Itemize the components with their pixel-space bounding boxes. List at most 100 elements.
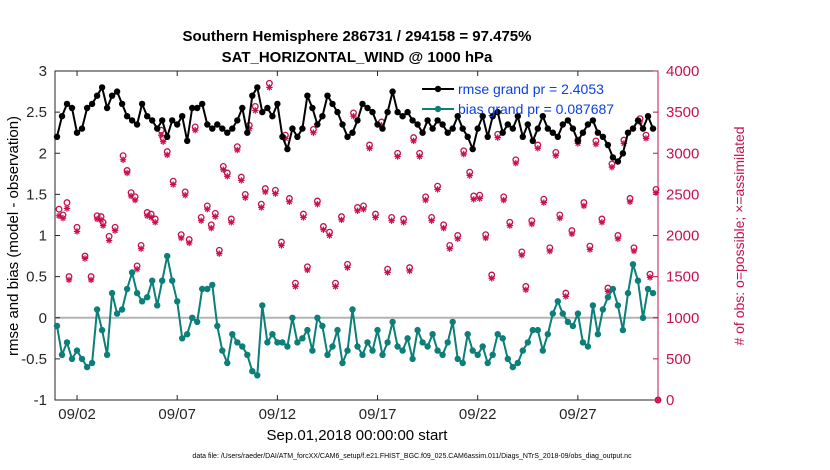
rmse-point bbox=[544, 125, 551, 132]
x-axis-ticks: 09/02 09/07 09/12 09/17 09/22 09/27 bbox=[58, 71, 597, 423]
rmse-point bbox=[329, 100, 336, 108]
bias-point bbox=[83, 363, 91, 371]
rmse-point bbox=[444, 129, 451, 136]
obs-assimilated-marker bbox=[119, 156, 127, 163]
bias-point bbox=[259, 302, 266, 309]
rmse-point bbox=[499, 129, 506, 136]
obs-assimilated-marker bbox=[630, 247, 638, 255]
bias-point bbox=[479, 343, 486, 350]
rmse-point bbox=[214, 121, 221, 128]
bias-point bbox=[484, 359, 491, 367]
obs-assimilated-marker bbox=[198, 217, 205, 224]
rmse-point bbox=[254, 84, 261, 91]
rmse-point bbox=[88, 100, 96, 108]
bias-point bbox=[123, 285, 131, 293]
bias-point bbox=[113, 310, 121, 317]
obs-assimilated-marker bbox=[258, 204, 265, 211]
bias-point bbox=[73, 347, 81, 354]
obs-assimilated-stroke bbox=[198, 217, 204, 224]
obs-assimilated-marker bbox=[332, 283, 339, 290]
obs-assimilated-stroke bbox=[410, 138, 417, 144]
rmse-point bbox=[144, 113, 151, 120]
obs-assimilated-marker bbox=[320, 226, 327, 233]
legend-bias-marker bbox=[434, 105, 442, 113]
bias-point bbox=[459, 359, 466, 367]
bias-point bbox=[254, 372, 261, 379]
obs-assimilated-stroke bbox=[186, 240, 192, 246]
y2-tick-label: 1000 bbox=[666, 310, 699, 327]
rmse-point bbox=[474, 125, 481, 132]
bias-point bbox=[304, 326, 311, 334]
obs-assimilated-stroke bbox=[132, 197, 138, 203]
bias-point bbox=[644, 285, 652, 293]
bias-point bbox=[399, 347, 406, 354]
obs-assimilated-stroke bbox=[208, 225, 215, 231]
rmse-point bbox=[184, 137, 191, 145]
obs-assimilated-marker bbox=[228, 219, 235, 226]
rmse-point bbox=[579, 129, 587, 136]
bias-point bbox=[524, 339, 531, 346]
obs-assimilated-marker bbox=[454, 235, 461, 242]
rmse-point bbox=[484, 133, 491, 140]
bias-point bbox=[174, 298, 181, 305]
obs-assimilated-marker bbox=[366, 145, 373, 152]
bias-point bbox=[164, 252, 171, 260]
obs-assimilated-stroke bbox=[158, 132, 164, 138]
obs-assimilated-stroke bbox=[470, 196, 477, 203]
rmse-point bbox=[509, 125, 516, 132]
bias-point bbox=[289, 314, 296, 321]
bias-point bbox=[539, 347, 546, 354]
y-tick-label: 0.5 bbox=[26, 269, 47, 286]
rmse-point bbox=[359, 100, 366, 108]
rmse-point bbox=[649, 125, 657, 132]
rmse-point bbox=[374, 121, 381, 128]
obs-assimilated-marker bbox=[170, 181, 177, 188]
bias-point bbox=[579, 339, 587, 346]
obs-assimilated-marker bbox=[592, 141, 600, 148]
bias-point bbox=[429, 331, 436, 338]
y2-tick-label: 2500 bbox=[666, 186, 699, 203]
obs-assimilated-stroke bbox=[519, 252, 525, 258]
bias-point bbox=[554, 298, 561, 305]
obs-assimilated-stroke bbox=[569, 231, 575, 237]
obs-assimilated-marker bbox=[238, 177, 245, 184]
obs-assimilated-marker bbox=[310, 129, 317, 136]
bias-point bbox=[514, 359, 521, 367]
bias-point bbox=[63, 339, 71, 346]
obs-assimilated-stroke bbox=[310, 129, 317, 136]
obs-assimilated-stroke bbox=[428, 217, 435, 224]
obs-assimilated-stroke bbox=[128, 193, 134, 199]
obs-assimilated-marker bbox=[518, 252, 525, 259]
bias-point bbox=[354, 343, 361, 350]
obs-assimilated-marker bbox=[540, 199, 547, 206]
bias-point bbox=[454, 355, 461, 363]
obs-assimilated-stroke bbox=[609, 164, 615, 170]
y-tick-label: -0.5 bbox=[21, 351, 47, 368]
rmse-point bbox=[409, 117, 416, 124]
obs-assimilated-stroke bbox=[529, 221, 535, 227]
obs-assimilated-stroke bbox=[326, 232, 333, 239]
bias-point bbox=[529, 326, 536, 334]
y-tick-label: 2.5 bbox=[26, 104, 47, 121]
bias-point bbox=[108, 289, 116, 297]
obs-assimilated-marker bbox=[304, 266, 311, 274]
rmse-point bbox=[424, 117, 431, 124]
bias-point bbox=[549, 310, 556, 317]
bias-point bbox=[519, 347, 526, 354]
bias-point bbox=[229, 331, 236, 338]
obs-assimilated-stroke bbox=[587, 246, 593, 253]
rmse-point bbox=[584, 121, 592, 128]
bias-point bbox=[419, 339, 426, 346]
bias-point bbox=[634, 277, 642, 284]
obs-assimilated-stroke bbox=[338, 217, 345, 223]
obs-assimilated-marker bbox=[164, 151, 171, 159]
rmse-point bbox=[169, 117, 176, 124]
obs-assimilated-marker bbox=[460, 150, 467, 158]
bias-point bbox=[414, 326, 421, 334]
obs-assimilated-marker bbox=[220, 166, 227, 173]
bias-point bbox=[409, 355, 416, 363]
obs-assimilated-stroke bbox=[252, 107, 259, 114]
obs-assimilated-stroke bbox=[148, 214, 154, 221]
y2-tick-label: 500 bbox=[666, 351, 691, 368]
